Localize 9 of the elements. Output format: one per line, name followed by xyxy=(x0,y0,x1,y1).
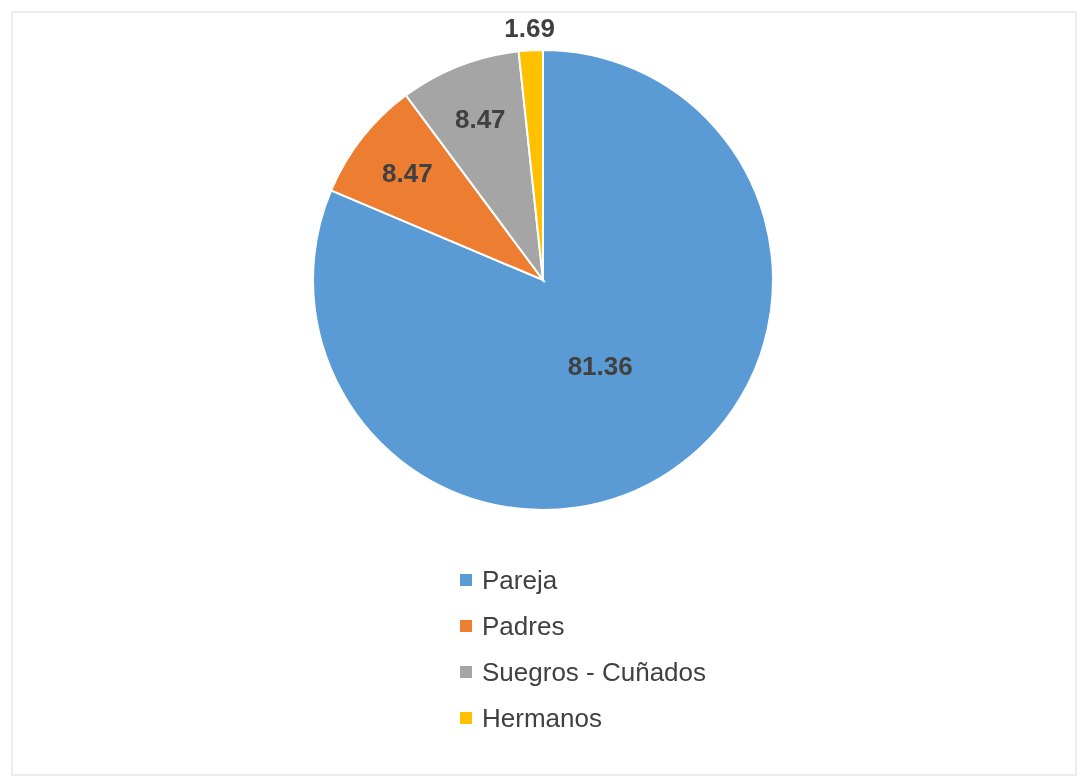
data-label: 81.36 xyxy=(567,351,633,382)
legend-label: Pareja xyxy=(482,565,558,595)
legend-label: Hermanos xyxy=(482,703,602,733)
pie-slice xyxy=(312,49,774,511)
data-label: 1.69 xyxy=(504,13,555,44)
legend-label: Padres xyxy=(482,611,565,641)
data-label: 8.47 xyxy=(382,158,433,189)
legend-label: Suegros - Cuñados xyxy=(482,657,707,687)
data-label: 8.47 xyxy=(454,104,506,135)
